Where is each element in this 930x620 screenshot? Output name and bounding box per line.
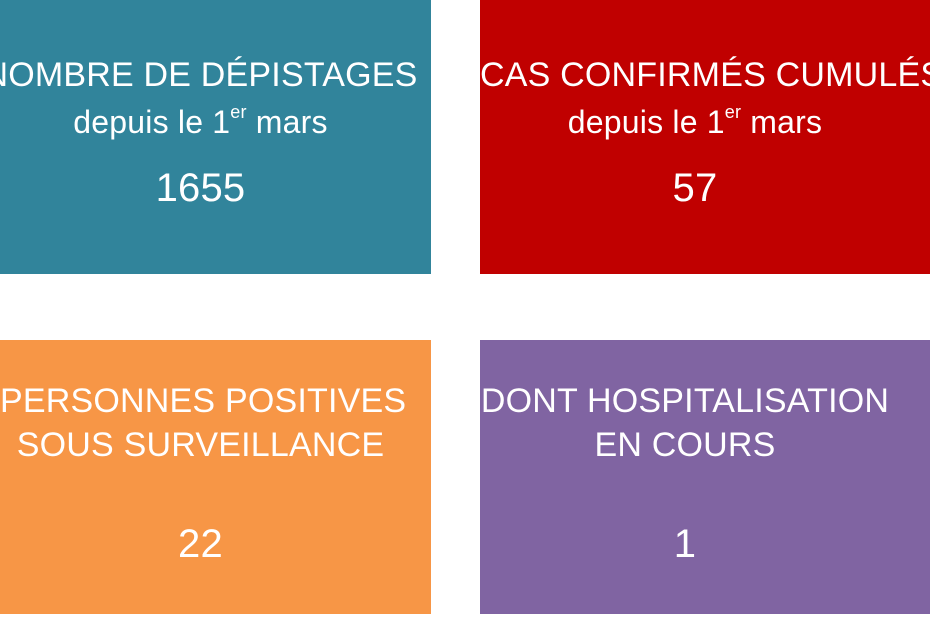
subtitle-prefix: depuis le 1 [567, 104, 725, 140]
confirmed-cases-tile: CAS CONFIRMÉS CUMULÉS depuis le 1er mars… [480, 0, 930, 274]
hospitalisation-title-line2: EN COURS [594, 426, 776, 464]
subtitle-prefix: depuis le 1 [73, 104, 231, 140]
subtitle-suffix: mars [741, 104, 823, 140]
subtitle-ordinal: er [230, 102, 247, 122]
hospitalisation-value: 1 [673, 522, 697, 566]
positive-surveillance-title-line2: SOUS SURVEILLANCE [16, 426, 385, 464]
positive-under-surveillance-tile: PERSONNES POSITIVES SOUS SURVEILLANCE 22 [0, 340, 431, 614]
subtitle-ordinal: er [724, 102, 742, 122]
subtitle-suffix: mars [246, 104, 328, 140]
screening-count-subtitle: depuis le 1er mars [0, 102, 401, 141]
hospitalisation-title-line1: DONT HOSPITALISATION [480, 382, 890, 420]
positive-surveillance-title-line1: PERSONNES POSITIVES [0, 382, 407, 420]
screening-count-value: 1655 [155, 166, 246, 210]
screening-count-title: NOMBRE DE DÉPISTAGES [0, 56, 418, 94]
hospitalisation-tile: DONT HOSPITALISATION EN COURS 1 [480, 340, 930, 614]
confirmed-cases-subtitle: depuis le 1er mars [480, 102, 910, 141]
confirmed-cases-title: CAS CONFIRMÉS CUMULÉS [480, 56, 930, 94]
positive-surveillance-value: 22 [178, 522, 223, 566]
screening-count-tile: NOMBRE DE DÉPISTAGES depuis le 1er mars … [0, 0, 431, 274]
confirmed-cases-value: 57 [672, 166, 718, 210]
